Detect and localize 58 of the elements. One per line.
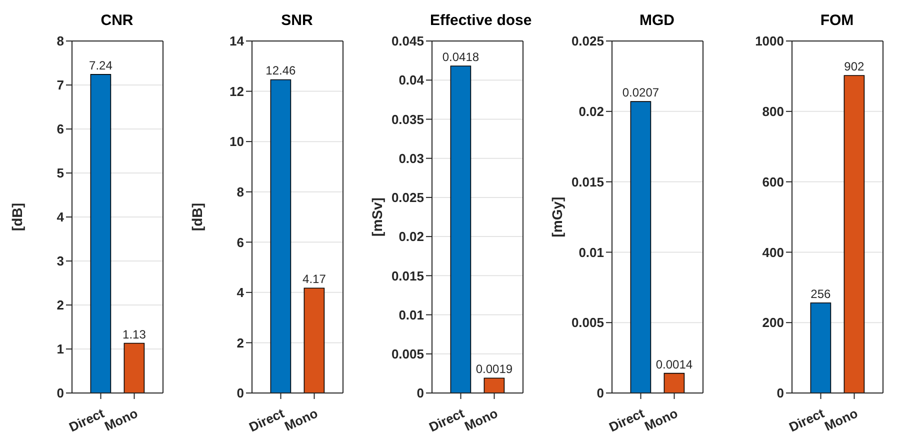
y-tick-label: 0.02	[398, 229, 424, 244]
y-tick-label: 0.005	[571, 315, 604, 330]
data-label: 4.17	[302, 272, 326, 286]
y-tick-label: 7	[56, 78, 64, 93]
data-label: 902	[844, 59, 865, 74]
y-tick-label: 600	[762, 174, 784, 190]
y-tick-label: 10	[230, 134, 244, 150]
y-tick-label: 1000	[755, 34, 784, 49]
y-axis-title: [mSv]	[368, 196, 386, 238]
y-tick-label: 400	[762, 244, 784, 260]
y-tick-label: 0	[56, 386, 64, 401]
chart-title: Effective dose	[430, 12, 532, 29]
y-tick-label: 6	[236, 234, 244, 250]
y-tick-label: 0	[236, 386, 244, 401]
y-tick-label: 0.025	[571, 34, 604, 49]
y-tick-label: 8	[236, 184, 244, 200]
y-tick-label: 4	[236, 285, 245, 300]
data-label: 0.0019	[476, 362, 513, 376]
y-tick-label: 8	[56, 34, 64, 49]
y-tick-label: 1	[56, 342, 64, 357]
y-axis-title: [dB]	[8, 202, 26, 233]
y-tick-label: 800	[762, 104, 784, 120]
y-tick-label: 0.045	[391, 34, 424, 49]
y-tick-label: 0	[416, 386, 424, 401]
chart-title: MGD	[638, 12, 676, 29]
data-label: 0.0014	[656, 357, 693, 372]
y-axis-title: [dB]	[188, 202, 206, 233]
y-tick-label: 0.025	[391, 190, 424, 206]
y-tick-label: 0.035	[391, 112, 424, 127]
data-label: 7.24	[89, 58, 113, 72]
data-label: 256	[810, 286, 832, 301]
data-label: 0.0418	[442, 50, 480, 64]
y-axis-title: [mGy]	[548, 196, 566, 240]
y-tick-label: 0.015	[391, 268, 424, 284]
data-label: 1.13	[122, 327, 146, 342]
y-tick-label: 0.02	[578, 104, 604, 120]
y-tick-label: 0.015	[571, 174, 604, 190]
data-label: 12.46	[266, 64, 296, 78]
y-tick-label: 0.005	[391, 346, 424, 362]
y-tick-label: 6	[56, 122, 64, 137]
y-tick-label: 0	[776, 386, 784, 401]
y-tick-label: 0	[596, 386, 604, 401]
y-tick-label: 0.01	[578, 244, 604, 260]
y-tick-label: 4	[56, 210, 65, 225]
chart-title: FOM	[819, 12, 855, 29]
chart-title: SNR	[280, 12, 314, 29]
y-tick-label: 5	[56, 166, 64, 181]
data-label: 0.0207	[622, 86, 660, 100]
y-tick-label: 12	[230, 84, 244, 99]
y-tick-label: 3	[56, 254, 64, 269]
y-tick-label: 14	[230, 34, 245, 49]
y-tick-label: 2	[56, 298, 64, 313]
y-tick-label: 2	[236, 335, 244, 350]
y-tick-label: 0.04	[398, 72, 425, 88]
y-tick-label: 0.01	[398, 307, 424, 322]
y-tick-label: 200	[762, 315, 784, 330]
y-tick-label: 0.03	[398, 150, 424, 166]
chart-title: CNR	[100, 12, 134, 29]
